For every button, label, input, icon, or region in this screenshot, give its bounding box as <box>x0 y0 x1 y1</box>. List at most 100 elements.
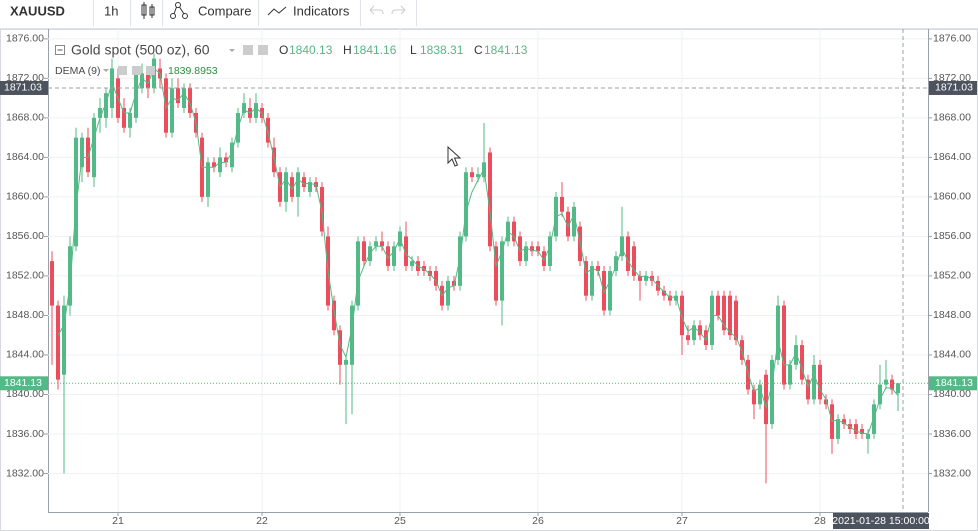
candle-body <box>134 73 138 118</box>
candle-body <box>728 295 732 336</box>
candle-body <box>458 236 462 286</box>
symbol[interactable]: XAUUSD <box>10 3 65 18</box>
candle-body <box>524 246 528 262</box>
candle-body <box>80 137 84 168</box>
compare-icon[interactable] <box>170 2 188 19</box>
candle-body <box>308 182 312 192</box>
candle-body <box>818 364 822 400</box>
series-title: Gold spot (500 oz), 60 <box>71 42 210 58</box>
dema-line <box>57 67 899 435</box>
y-tick-label: 1876.00 <box>6 33 44 45</box>
candle-body <box>224 157 228 163</box>
ohlc-value: 1841.16 <box>353 43 397 57</box>
y-tick-label: 1856.00 <box>933 230 971 242</box>
pane-border <box>0 29 978 531</box>
eye-icon[interactable] <box>118 66 127 75</box>
candle-body <box>128 112 132 128</box>
last-price-label: 1841.13 <box>4 377 42 389</box>
candle-body <box>104 93 108 118</box>
candle-body <box>92 117 96 178</box>
y-tick-label: 1868.00 <box>6 112 44 124</box>
candle-body <box>344 359 348 365</box>
candle-body <box>494 246 498 301</box>
candle-body <box>386 246 390 267</box>
candle-body <box>98 108 102 118</box>
y-tick-label: 1848.00 <box>933 309 971 321</box>
ohlc-key: L <box>410 43 417 57</box>
candle-body <box>878 384 882 405</box>
candle-body <box>590 266 594 296</box>
crosshair-price-badge <box>0 80 48 95</box>
candle-body <box>572 206 576 237</box>
x-tick-label: 28 <box>814 515 826 527</box>
undo-button[interactable] <box>369 5 384 15</box>
candle-body <box>896 383 900 394</box>
candle-body <box>218 157 222 173</box>
y-tick-label: 1832.00 <box>933 467 971 479</box>
y-tick-label: 1840.00 <box>933 388 971 400</box>
candle-body <box>374 241 378 247</box>
candle-body <box>296 172 300 197</box>
redo-button[interactable] <box>391 5 406 15</box>
candle-body <box>356 241 360 306</box>
candle-body <box>752 389 756 405</box>
candle-body <box>62 305 66 375</box>
interval[interactable]: 1h <box>104 3 118 18</box>
candle-body <box>146 73 150 89</box>
candle-body <box>680 295 684 336</box>
candle-body <box>584 261 588 296</box>
candle-body <box>140 73 144 89</box>
candle-body <box>284 172 288 202</box>
chart-type-icon[interactable] <box>141 2 155 19</box>
candle-body <box>74 137 78 247</box>
candle-body <box>362 241 366 262</box>
dema-value: 1839.8953 <box>168 65 218 77</box>
compare-button[interactable]: Compare <box>198 3 251 18</box>
y-tick-label: 1852.00 <box>6 270 44 282</box>
indicators-icon[interactable] <box>267 6 287 16</box>
y-tick-label: 1852.00 <box>933 270 971 282</box>
last-price-badge <box>929 376 977 391</box>
candle-body <box>266 117 270 143</box>
candle-body <box>716 295 720 316</box>
grid: 1832.00 1832.00 1836.00 1836.00 1840.00 1840.… <box>6 29 971 527</box>
candle-body <box>452 280 456 286</box>
mouse-cursor <box>447 145 462 167</box>
last-price-badge <box>0 376 48 391</box>
menu-arrow[interactable] <box>103 69 109 72</box>
candle-body <box>302 177 306 188</box>
y-tick-label: 1860.00 <box>6 191 44 203</box>
candle-body <box>476 174 480 178</box>
crosshair-price-badge <box>929 80 977 95</box>
settings-icon[interactable] <box>132 66 141 75</box>
candle-body <box>410 261 414 267</box>
indicator-title: DEMA (9) <box>55 65 101 77</box>
candle-body <box>206 162 210 197</box>
candle-body <box>320 187 324 232</box>
candle-body <box>824 399 828 405</box>
candle-body <box>596 266 600 271</box>
candle-body <box>122 108 126 128</box>
crosshair-price-label: 1871.03 <box>4 82 42 94</box>
menu-arrow[interactable] <box>229 49 235 52</box>
y-tick-label: 1868.00 <box>933 112 971 124</box>
indicators-button[interactable]: Indicators <box>293 3 350 18</box>
close-icon[interactable] <box>258 45 268 55</box>
candle-body <box>776 305 780 360</box>
y-tick-label: 1832.00 <box>6 467 44 479</box>
candle-body <box>50 261 54 306</box>
candle-body <box>614 256 618 271</box>
candle-body <box>566 211 570 237</box>
ohlc-key: O <box>279 43 288 57</box>
ohlc-value: 1838.31 <box>420 43 464 57</box>
candle-body <box>512 221 516 242</box>
candle-body <box>290 177 294 197</box>
ohlc-value: 1840.13 <box>289 43 333 57</box>
candle-body <box>836 419 840 439</box>
close-icon[interactable] <box>146 66 155 75</box>
candle-body <box>404 236 408 267</box>
settings-icon[interactable] <box>243 45 253 55</box>
candle-body <box>632 246 636 276</box>
